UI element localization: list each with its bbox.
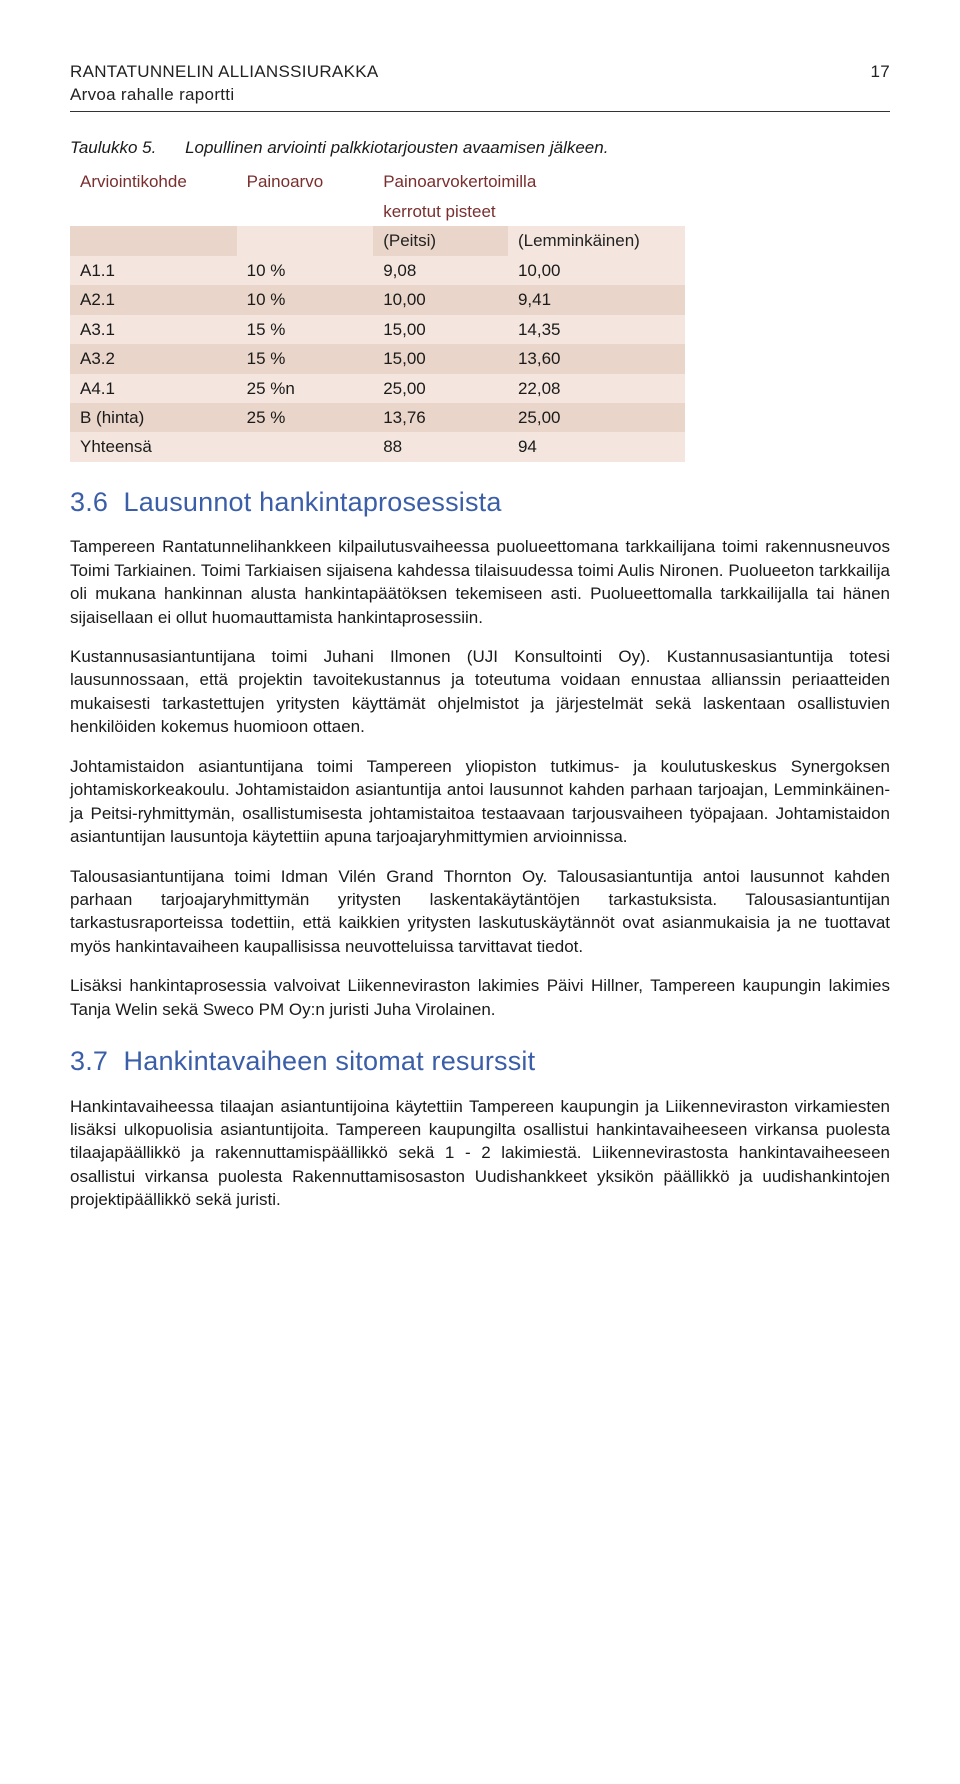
table-row: B (hinta) 25 % 13,76 25,00 xyxy=(70,403,685,432)
doc-title-line2: Arvoa rahalle raportti xyxy=(70,83,378,106)
table-row: A1.1 10 % 9,08 10,00 xyxy=(70,256,685,285)
section-3-7-heading: 3.7 Hankintavaiheen sitomat resurssit xyxy=(70,1043,890,1080)
body-paragraph: Lisäksi hankintaprosessia valvoivat Liik… xyxy=(70,974,890,1021)
th-criterion: Arviointikohde xyxy=(70,167,237,196)
section-number: 3.7 xyxy=(70,1046,108,1076)
th-scores: Painoarvokertoimilla xyxy=(373,167,685,196)
body-paragraph: Tampereen Rantatunnelihankkeen kilpailut… xyxy=(70,535,890,629)
body-paragraph: Hankintavaiheessa tilaajan asiantuntijoi… xyxy=(70,1095,890,1212)
table-caption-text: Lopullinen arviointi palkkiotarjousten a… xyxy=(185,138,608,157)
table-body: A1.1 10 % 9,08 10,00 A2.1 10 % 10,00 9,4… xyxy=(70,256,685,462)
body-paragraph: Kustannusasiantuntijana toimi Juhani Ilm… xyxy=(70,645,890,739)
page-number: 17 xyxy=(870,60,890,107)
th-lemminkainen: (Lemminkäinen) xyxy=(508,226,685,255)
section-title: Hankintavaiheen sitomat resurssit xyxy=(124,1046,536,1076)
table-row-total: Yhteensä 88 94 xyxy=(70,432,685,461)
section-number: 3.6 xyxy=(70,487,108,517)
doc-title-line1: RANTATUNNELIN ALLIANSSIURAKKA xyxy=(70,60,378,83)
running-header-left: RANTATUNNELIN ALLIANSSIURAKKA Arvoa raha… xyxy=(70,60,378,107)
table-row: A3.1 15 % 15,00 14,35 xyxy=(70,315,685,344)
section-3-6-heading: 3.6 Lausunnot hankintaprosessista xyxy=(70,484,890,521)
table-caption: Taulukko 5. Lopullinen arviointi palkkio… xyxy=(70,136,890,159)
table-row: A2.1 10 % 10,00 9,41 xyxy=(70,285,685,314)
th-peitsi: (Peitsi) xyxy=(373,226,508,255)
table-row: A4.1 25 %n 25,00 22,08 xyxy=(70,374,685,403)
table-row: A3.2 15 % 15,00 13,60 xyxy=(70,344,685,373)
body-paragraph: Talousasiantuntijana toimi Idman Vilén G… xyxy=(70,865,890,959)
th-scores-sub: kerrotut pisteet xyxy=(373,197,685,226)
running-header: RANTATUNNELIN ALLIANSSIURAKKA Arvoa raha… xyxy=(70,60,890,112)
section-title: Lausunnot hankintaprosessista xyxy=(124,487,502,517)
evaluation-table: Arviointikohde Painoarvo Painoarvokertoi… xyxy=(70,167,685,462)
th-weight: Painoarvo xyxy=(237,167,374,196)
table-number: Taulukko 5. xyxy=(70,138,156,157)
body-paragraph: Johtamistaidon asiantuntijana toimi Tamp… xyxy=(70,755,890,849)
